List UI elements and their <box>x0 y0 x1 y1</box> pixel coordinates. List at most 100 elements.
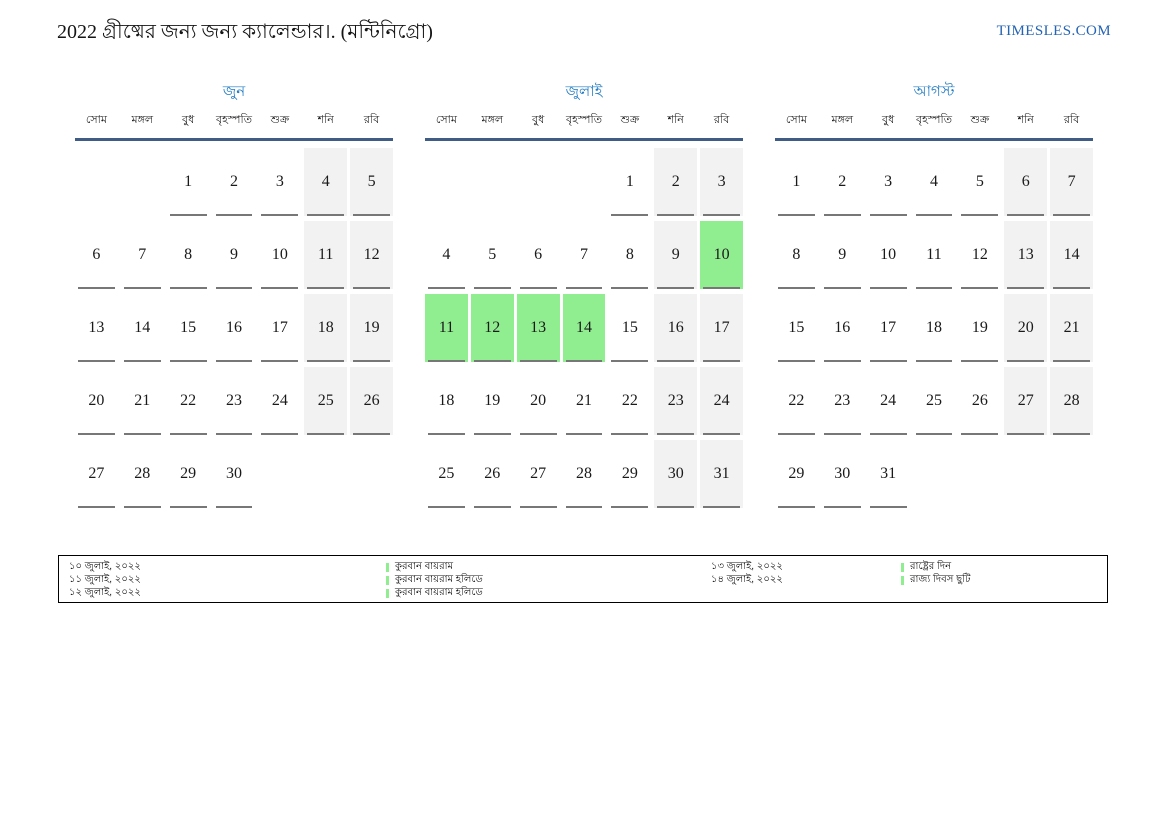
legend-entry: রাষ্ট্রের দিন <box>901 561 970 574</box>
site-link[interactable]: TIMESLES.COM <box>996 23 1111 39</box>
legend-date: ১৩ জুলাই, ২০২২ <box>711 561 783 572</box>
day-cell: 10 <box>700 221 743 289</box>
header-divider <box>425 138 743 141</box>
day-cell: 17 <box>867 294 910 362</box>
day-cell: 17 <box>700 294 743 362</box>
empty-cell <box>350 440 393 508</box>
legend-label: কুরবান বায়রাম হলিডে <box>395 574 483 585</box>
day-cell: 24 <box>258 367 301 435</box>
day-cell: 16 <box>821 294 864 362</box>
empty-cell <box>1050 440 1093 508</box>
weeks-grid: 1 2 3 4 5 6 7 8 9 10 11 12 13 14 15 16 17 18 19 20 21 22 23 24 2… <box>75 148 393 508</box>
weekday-label: রবি <box>713 113 730 126</box>
day-cell: 27 <box>75 440 118 508</box>
day-cell: 10 <box>867 221 910 289</box>
weekday-label: শুক্র <box>270 113 290 126</box>
day-cell: 7 <box>1050 148 1093 216</box>
day-cell: 8 <box>608 221 651 289</box>
day-cell: 30 <box>654 440 698 508</box>
day-cell: 8 <box>775 221 818 289</box>
day-cell: 27 <box>517 440 560 508</box>
day-cell: 14 <box>121 294 164 362</box>
day-cell: 4 <box>304 148 348 216</box>
weekday-label: সোম <box>85 113 107 126</box>
day-cell: 13 <box>516 294 560 362</box>
day-cell: 13 <box>75 294 118 362</box>
legend-marker-icon <box>386 576 389 585</box>
legend-dates-column: ১০ জুলাই, ২০২২ ১১ জুলাই, ২০২২ ১২ জুলাই, ২০… <box>69 561 141 600</box>
weekday-label: বুধ <box>181 113 195 126</box>
empty-cell <box>517 148 560 216</box>
day-cell: 20 <box>517 367 560 435</box>
day-cell: 5 <box>350 148 393 216</box>
day-cell: 4 <box>425 221 468 289</box>
day-cell: 18 <box>425 367 468 435</box>
day-cell: 6 <box>517 221 560 289</box>
day-cell: 21 <box>1050 294 1093 362</box>
legend-entry: কুরবান বায়রাম হলিডে <box>386 574 483 587</box>
day-cell: 7 <box>563 221 606 289</box>
day-cell: 4 <box>913 148 956 216</box>
day-cell: 1 <box>608 148 651 216</box>
day-cell: 19 <box>471 367 514 435</box>
weekday-label: বুধ <box>881 113 895 126</box>
weekday-header-row: সোম মঙ্গল বুধ বৃহস্পতি শুক্র শনি রবি <box>425 102 743 138</box>
day-cell: 20 <box>1004 294 1048 362</box>
month-2: আগস্ট সোম মঙ্গল বুধ বৃহস্পতি শুক্র শনি রবি 1 2 3 4 5… <box>775 80 1093 508</box>
day-cell: 9 <box>213 221 256 289</box>
day-cell: 2 <box>213 148 256 216</box>
day-cell: 30 <box>821 440 864 508</box>
weekday-label: বৃহস্পতি <box>216 113 252 126</box>
months-container: জুন সোম মঙ্গল বুধ বৃহস্পতি শুক্র শনি রবি 1 2 3 4 5 6 7… <box>75 80 1093 508</box>
day-cell: 5 <box>471 221 514 289</box>
day-cell: 6 <box>1004 148 1048 216</box>
day-cell: 21 <box>121 367 164 435</box>
day-cell: 7 <box>121 221 164 289</box>
day-cell: 22 <box>167 367 210 435</box>
day-cell: 12 <box>958 221 1001 289</box>
day-cell: 20 <box>75 367 118 435</box>
holiday-legend: ১০ জুলাই, ২০২২ ১১ জুলাই, ২০২২ ১২ জুলাই, ২০… <box>58 555 1108 603</box>
legend-marker-icon <box>386 563 389 572</box>
empty-cell <box>121 148 164 216</box>
day-cell: 21 <box>563 367 606 435</box>
day-cell: 3 <box>867 148 910 216</box>
day-cell: 19 <box>350 294 393 362</box>
month-1: জুলাই সোম মঙ্গল বুধ বৃহস্পতি শুক্র শনি রবি 1 2 3 4 5… <box>425 80 743 508</box>
day-cell: 9 <box>654 221 698 289</box>
weekday-label: বৃহস্পতি <box>566 113 602 126</box>
weekday-label: বৃহস্পতি <box>916 113 952 126</box>
day-cell: 28 <box>563 440 606 508</box>
header-divider <box>775 138 1093 141</box>
day-cell: 18 <box>304 294 348 362</box>
empty-cell <box>563 148 606 216</box>
weekday-label: সোম <box>435 113 457 126</box>
day-cell: 22 <box>775 367 818 435</box>
day-cell: 3 <box>258 148 301 216</box>
month-title: আগস্ট <box>913 83 955 100</box>
legend-marker-icon <box>901 563 904 572</box>
day-cell: 25 <box>425 440 468 508</box>
legend-label: কুরবান বায়রাম <box>395 561 454 572</box>
day-cell: 17 <box>258 294 301 362</box>
empty-cell <box>958 440 1001 508</box>
day-cell: 16 <box>654 294 698 362</box>
day-cell: 23 <box>654 367 698 435</box>
header-divider <box>75 138 393 141</box>
weekday-label: সোম <box>785 113 807 126</box>
day-cell: 5 <box>958 148 1001 216</box>
weekday-label: শুক্র <box>970 113 990 126</box>
page-title: 2022 গ্রীষ্মের জন্য জন্য ক্যালেন্ডার।. (… <box>57 21 433 43</box>
weekday-label: শুক্র <box>620 113 640 126</box>
day-cell: 2 <box>654 148 698 216</box>
month-0: জুন সোম মঙ্গল বুধ বৃহস্পতি শুক্র শনি রবি 1 2 3 4 5 6 7… <box>75 80 393 508</box>
legend-date: ১৪ জুলাই, ২০২২ <box>711 574 783 585</box>
day-cell: 11 <box>304 221 348 289</box>
legend-labels-column: কুরবান বায়রাম কুরবান বায়রাম হলিডে কুরবান… <box>386 561 483 600</box>
day-cell: 22 <box>608 367 651 435</box>
legend-entry: কুরবান বায়রাম হলিডে <box>386 587 483 600</box>
day-cell: 15 <box>775 294 818 362</box>
day-cell: 12 <box>350 221 393 289</box>
day-cell: 10 <box>258 221 301 289</box>
legend-date: ১২ জুলাই, ২০২২ <box>69 587 141 598</box>
